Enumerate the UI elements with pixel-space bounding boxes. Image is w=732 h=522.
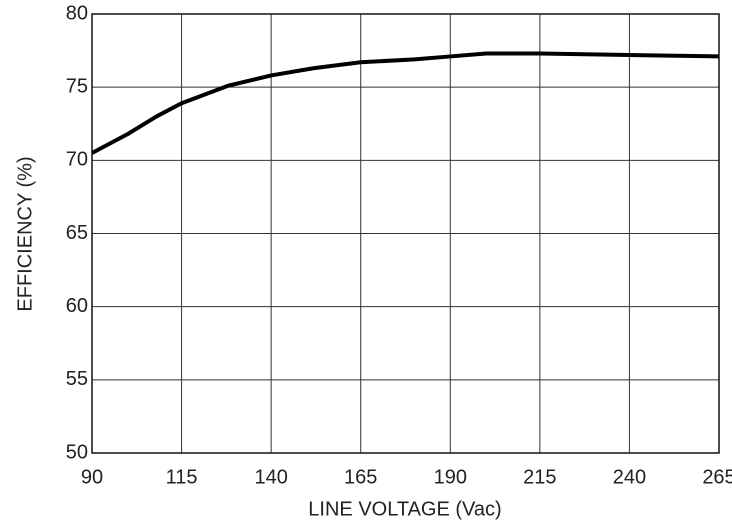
- x-tick-label: 265: [702, 466, 732, 488]
- x-tick-label: 90: [81, 466, 103, 488]
- x-tick-label: 115: [166, 466, 198, 488]
- x-tick-label: 190: [434, 466, 467, 488]
- x-tick-label: 215: [523, 466, 556, 488]
- data-line: [91, 51, 720, 155]
- y-tick-label: 75: [66, 75, 88, 97]
- plot-frame: [91, 13, 720, 454]
- x-tick-label: 165: [344, 466, 377, 488]
- x-tick-label: 240: [613, 466, 646, 488]
- x-axis-label: LINE VOLTAGE (Vac): [308, 498, 501, 520]
- x-tick-label: 140: [254, 466, 287, 488]
- y-tick-label: 80: [66, 2, 88, 24]
- y-tick-label: 70: [66, 149, 88, 171]
- y-tick-label: 50: [66, 441, 88, 463]
- y-axis-label: EFFICIENCY (%): [14, 156, 36, 311]
- y-tick-label: 65: [66, 222, 88, 244]
- y-tick-label: 55: [66, 368, 88, 390]
- y-tick-label: 60: [66, 295, 88, 317]
